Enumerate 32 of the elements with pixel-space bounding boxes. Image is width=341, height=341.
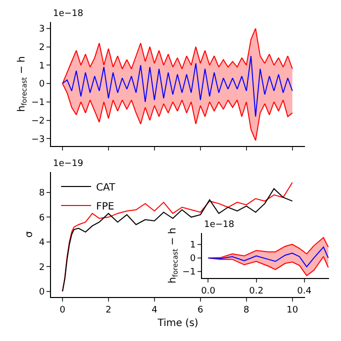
y-axis-title: σ: [24, 230, 35, 238]
y-tick-label: 3: [38, 24, 45, 35]
text: 1e−18: [53, 9, 84, 19]
text: 1e−19: [53, 159, 84, 169]
legend-label: CAT: [96, 182, 116, 194]
x-tick-label: 0.2: [249, 286, 264, 296]
y-tick-label: 0: [190, 254, 196, 264]
x-tick-label: 0.0: [201, 286, 216, 296]
annotation: 1e−18: [204, 220, 235, 230]
y-tick-label: 6: [38, 213, 45, 224]
x-tick-label: 4: [152, 305, 158, 316]
x-axis-title: Time (s): [156, 318, 198, 329]
line-series: [208, 246, 329, 268]
x-tick-label: 0.4: [297, 286, 312, 296]
y-tick-label: 2: [38, 262, 45, 273]
legend-label: FPE: [96, 201, 114, 212]
y-tick-label: 1: [38, 61, 45, 72]
y-tick-label: −2: [31, 116, 45, 126]
x-tick-label: 6: [198, 305, 204, 316]
y-tick-label: 2: [38, 42, 45, 53]
line-series: [62, 55, 293, 118]
x-tick-label: 8: [244, 305, 250, 316]
y-tick-label: 0: [38, 80, 45, 90]
y-tick-label: 8: [38, 188, 45, 199]
y-tick-label: 1: [190, 240, 196, 250]
y-tick-label: −1: [182, 268, 196, 278]
y-tick-label: −3: [31, 134, 45, 145]
x-tick-label: 0: [60, 305, 66, 316]
x-tick-label: 10: [286, 305, 298, 316]
y-tick-label: −1: [31, 98, 45, 108]
y-tick-label: 4: [38, 238, 45, 248]
x-tick-label: 2: [106, 305, 112, 316]
